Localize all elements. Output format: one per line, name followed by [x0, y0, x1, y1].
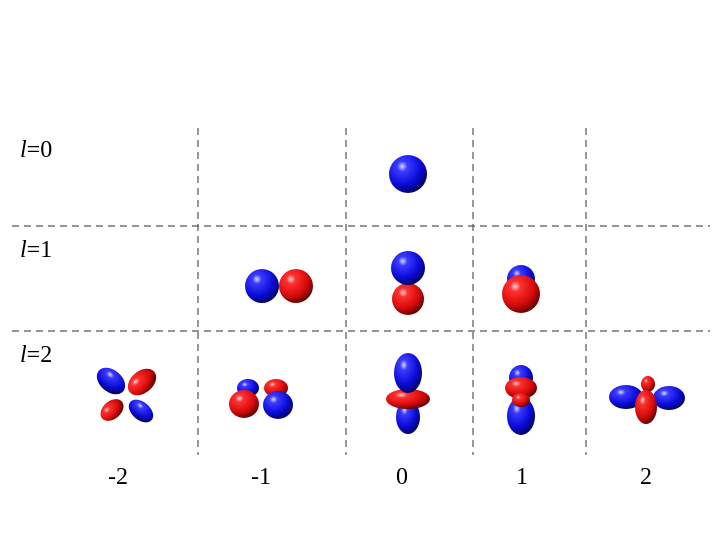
orbital-l1-m-1: [245, 269, 313, 303]
column-label-m-2: -2: [108, 464, 128, 490]
row-label-l0-value: =0: [26, 137, 53, 163]
orbital-l2-m-2: [96, 367, 157, 423]
row-label-l2-value: =2: [26, 342, 53, 368]
row-label-l2-variable: l: [20, 342, 27, 368]
row-label-l1-variable: l: [20, 237, 27, 263]
row-label-l0: l=0: [20, 137, 52, 164]
column-label-m0: 0: [396, 464, 408, 490]
row-label-l2: l=2: [20, 342, 52, 369]
row-label-l1: l=1: [20, 237, 52, 264]
column-label-m-1: -1: [251, 464, 271, 490]
orbital-l1-m0: [391, 251, 425, 315]
orbital-l1-m1: [502, 265, 540, 313]
grid-lines: [12, 128, 710, 455]
column-label-m1: 1: [516, 464, 528, 490]
orbital-l2-m-1: [229, 379, 293, 419]
column-label-m2: 2: [640, 464, 652, 490]
orbital-l0-m0: [389, 155, 427, 193]
orbital-l2-m0: [386, 353, 430, 434]
orbital-l2-m1: [505, 365, 537, 435]
row-label-l1-value: =1: [26, 237, 53, 263]
row-label-l0-variable: l: [20, 137, 27, 163]
orbital-l2-m2: [609, 376, 685, 424]
